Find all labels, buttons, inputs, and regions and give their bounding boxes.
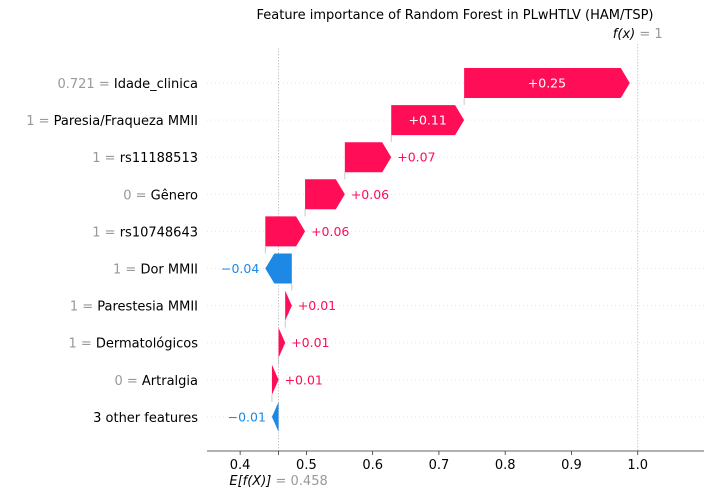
base-value-label: E[f(X)] = 0.458 (229, 474, 327, 489)
bar-9 (271, 364, 279, 395)
bar-value-label: −0.01 (228, 409, 266, 424)
bar-value-label: +0.06 (311, 224, 349, 239)
bar-6 (265, 253, 292, 284)
feature-label: 0.721 = Idade_clinica (57, 77, 198, 92)
bar-3 (344, 142, 392, 173)
x-tick-label: 0.9 (561, 458, 582, 473)
feature-labels: 0.721 = Idade_clinica 1 = Paresia/Fraquez… (26, 77, 198, 426)
annotations: E[f(X)] = 0.458 f(x) = 1 (229, 27, 662, 489)
bar-value-label: +0.25 (528, 76, 566, 91)
bars: +0.25 +0.11 +0.07 +0.06 +0.06 −0.04 +0.01 +0.01… (221, 68, 630, 432)
bar-2 (391, 105, 465, 136)
bar-5 (265, 216, 306, 247)
feature-label: 0 = Artralgia (114, 374, 198, 389)
bar-value-label: +0.01 (298, 298, 336, 313)
output-value-label: f(x) = 1 (613, 27, 663, 42)
feature-label: 1 = Paresia/Fraqueza MMII (26, 114, 198, 129)
bar-value-label: +0.11 (409, 113, 447, 128)
feature-label: 1 = rs11188513 (92, 151, 198, 166)
bar-value-label: +0.06 (351, 187, 389, 202)
bar-7 (285, 290, 292, 321)
x-tick-label: 0.8 (495, 458, 516, 473)
feature-label: 1 = Dermatológicos (68, 337, 198, 352)
feature-label: 1 = Dor MMII (113, 263, 198, 278)
x-tick-label: 0.5 (296, 458, 317, 473)
bar-value-label: +0.01 (291, 335, 329, 350)
bar-1 (464, 68, 630, 98)
x-tick-label: 0.6 (362, 458, 383, 473)
x-axis: 0.4 0.5 0.6 0.7 0.8 0.9 1.0 (207, 450, 704, 473)
x-tick-label: 0.7 (429, 458, 450, 473)
bar-value-label: +0.07 (397, 150, 435, 165)
reference-lines (264, 44, 639, 451)
x-tick-label: 1.0 (627, 458, 648, 473)
feature-label: 1 = Parestesia MMII (70, 300, 198, 315)
bar-4 (305, 179, 345, 210)
feature-label: 0 = Gênero (123, 188, 198, 203)
bar-8 (278, 327, 286, 358)
bar-10 (271, 401, 279, 432)
x-tick-label: 0.4 (230, 458, 251, 473)
feature-label: 1 = rs10748643 (92, 225, 198, 240)
chart-title: Feature importance of Random Forest in P… (256, 8, 653, 23)
feature-label: 3 other features (93, 411, 198, 426)
bar-value-label: +0.01 (285, 372, 323, 387)
bar-value-label: −0.04 (221, 261, 259, 276)
